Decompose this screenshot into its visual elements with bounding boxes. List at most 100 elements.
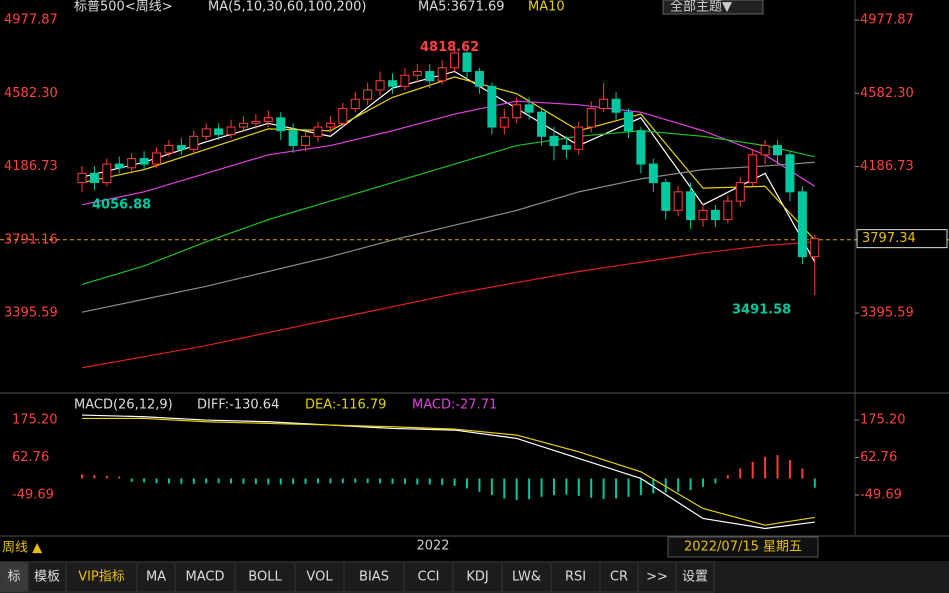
candle-body: [388, 80, 397, 87]
tab[interactable]: [599, 561, 639, 593]
macd-line: [82, 417, 815, 526]
ma-line: [81, 76, 816, 241]
candle-body: [288, 130, 298, 147]
dea-label: DEA:-116.79: [305, 398, 386, 413]
tab-label[interactable]: CCI: [418, 570, 440, 585]
candle-body: [214, 128, 224, 135]
ma10-label: MA10: [528, 0, 565, 15]
y-tick-label: 175.20: [12, 413, 58, 428]
low-annotation: 3491.58: [732, 303, 791, 318]
low-annotation: 4056.88: [92, 198, 151, 213]
candle-body: [487, 85, 497, 128]
tab-label[interactable]: CR: [610, 570, 628, 585]
candle-body: [462, 52, 472, 72]
period-label: 周线 ▲: [2, 541, 42, 556]
theme-button[interactable]: [662, 0, 764, 15]
y-tick-label: 62.76: [12, 450, 49, 465]
tab-label[interactable]: VOL: [306, 570, 333, 585]
ma-line: [81, 130, 815, 286]
y-tick-label: 4582.30: [4, 86, 58, 101]
candle-body: [176, 145, 186, 150]
tab-label[interactable]: KDJ: [466, 570, 488, 585]
macd-label: MACD:-27.71: [412, 398, 497, 413]
candle-body: [661, 182, 671, 211]
last-price: 3797.34: [862, 231, 916, 246]
candle-body: [338, 108, 348, 124]
candle-body: [301, 135, 311, 147]
candle-body: [102, 163, 112, 184]
candle-body: [363, 89, 373, 100]
candle-body: [537, 111, 547, 137]
tab-label[interactable]: BOLL: [248, 570, 282, 585]
y-tick-label: 4186.73: [4, 159, 58, 174]
candle-body: [760, 145, 770, 156]
tab[interactable]: [501, 561, 552, 593]
y-tick-label-right: 3395.59: [860, 306, 914, 321]
date-label: 2022/07/15 星期五: [684, 540, 802, 555]
y-tick-label-right: 4186.73: [860, 159, 914, 174]
candle-body: [599, 98, 609, 110]
candle-body: [164, 145, 174, 154]
tab[interactable]: [0, 561, 29, 593]
tab-label[interactable]: 模板: [34, 570, 60, 585]
tab-label[interactable]: >>: [646, 570, 668, 585]
tab-label[interactable]: LW&: [512, 570, 541, 585]
tab[interactable]: [65, 561, 138, 593]
candle-body: [723, 200, 733, 221]
candle-body: [586, 108, 596, 128]
candle-body: [512, 104, 522, 119]
candle-body: [773, 145, 783, 156]
tab[interactable]: [403, 561, 454, 593]
candle-body: [450, 52, 460, 69]
tab[interactable]: [136, 561, 176, 593]
candle-body: [226, 126, 236, 135]
ma5-label: MA5:3671.69: [418, 0, 505, 15]
y-tick-label-right: -49.69: [860, 488, 902, 503]
theme-label[interactable]: 全部主题▼: [670, 0, 732, 15]
candle-body: [400, 74, 410, 87]
tab-label[interactable]: 设置: [682, 570, 708, 585]
candle-body: [313, 126, 323, 137]
macd-title: MACD(26,12,9): [74, 398, 173, 413]
tab-label[interactable]: RSI: [565, 570, 586, 585]
candle-body: [673, 191, 683, 211]
tab[interactable]: [675, 561, 715, 593]
candle-body: [524, 104, 534, 113]
header-title: 标普500<周线>: [74, 0, 173, 15]
candle-body: [276, 117, 286, 132]
tab-label[interactable]: MA: [146, 570, 166, 585]
candle-body: [710, 209, 720, 221]
candle-body: [574, 126, 584, 150]
candle-body: [748, 154, 758, 184]
ma-line: [81, 100, 816, 206]
tab-label[interactable]: BIAS: [359, 570, 389, 585]
y-tick-label-right: 62.76: [860, 450, 897, 465]
tab[interactable]: [452, 561, 503, 593]
diff-label: DIFF:-130.64: [197, 398, 279, 413]
tab-label[interactable]: VIP指标: [78, 570, 125, 585]
tab[interactable]: [174, 561, 236, 593]
tab[interactable]: [234, 561, 296, 593]
candle-body: [499, 117, 509, 128]
candle-body: [785, 154, 795, 193]
date-box: [667, 536, 819, 558]
candle-body: [686, 191, 696, 221]
candle-body: [201, 128, 211, 137]
candle-body: [648, 163, 658, 184]
candle-body: [89, 172, 99, 184]
candle-body: [325, 122, 335, 128]
candle-body: [375, 80, 385, 91]
candle-body: [611, 98, 621, 113]
last-price-box: [856, 229, 948, 249]
candle-body: [549, 135, 559, 147]
ma-line: [81, 241, 815, 369]
macd-line: [81, 414, 815, 530]
candle-body: [623, 111, 633, 132]
candle-body: [797, 191, 807, 258]
candle-body: [251, 120, 261, 124]
tab-label[interactable]: MACD: [186, 570, 225, 585]
candle-body: [77, 172, 87, 184]
tab-label[interactable]: 标: [7, 570, 20, 585]
candle-body: [127, 158, 137, 169]
